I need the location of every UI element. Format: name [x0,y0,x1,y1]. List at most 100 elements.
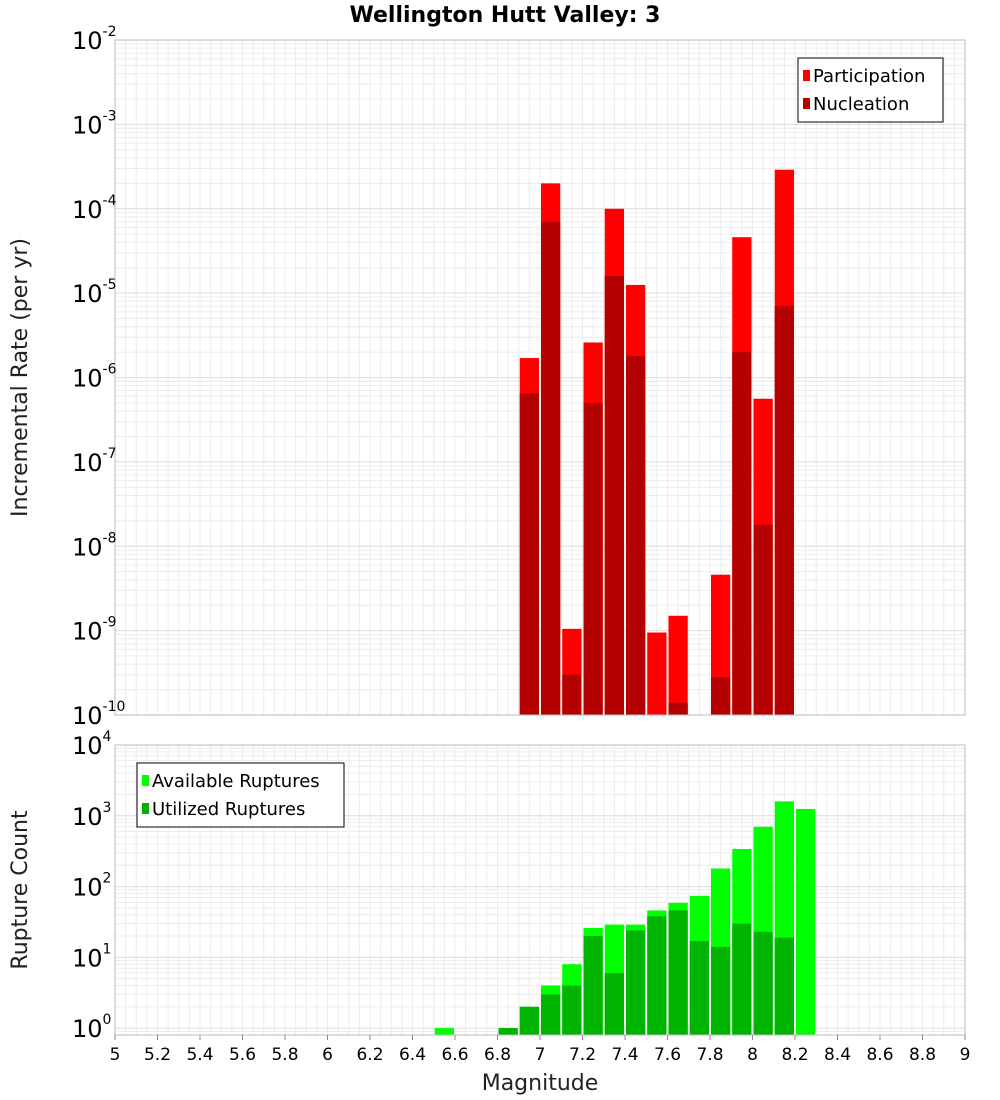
series-utilized-ruptures [498,910,794,1035]
y-tick-exponent: -7 [103,446,117,462]
x-tick-label: 5.4 [186,1045,213,1065]
x-tick-label: 6 [322,1045,333,1065]
bar [711,947,731,1035]
bar [604,973,624,1035]
y-tick-label: 10-3 [72,108,117,139]
y-axis-label: Incremental Rate (per yr) [8,238,33,517]
y-tick-label: 10-8 [72,530,117,561]
legend: Available Ruptures Utilized Ruptures [136,762,345,828]
legend-swatch [803,98,810,109]
y-axis-label: Rupture Count [8,810,33,970]
y-tick-exponent: 3 [103,800,112,816]
series-nucleation [519,221,794,715]
x-tick-label: 8.8 [909,1045,936,1065]
y-tick-label: 10-2 [72,24,117,55]
legend-box [136,762,345,828]
bar [774,306,794,715]
bar [732,352,752,715]
y-tick-label: 10-9 [72,615,117,646]
y-tick-label: 103 [72,800,111,831]
legend-swatch [142,803,149,814]
bar [753,524,773,715]
legend-entry: Nucleation [813,94,909,115]
x-tick-label: 6.2 [356,1045,383,1065]
y-tick-exponent: -8 [103,530,117,546]
y-tick-exponent: -4 [103,193,117,209]
y-tick-label: 100 [72,1012,111,1043]
bar [668,702,688,715]
rate-panel: 10-10 10-9 10-8 10-7 10-6 10-5 10-4 10-3 10-2 Inc… [8,24,966,730]
y-tick-exponent: 2 [103,871,112,887]
y-tick-label: 10-5 [72,277,117,308]
x-tick-label: 6.4 [399,1045,426,1065]
bar [647,632,667,715]
chart-title: Wellington Hutt Valley: 3 [350,3,661,28]
x-axis-label: Magnitude [482,1071,599,1096]
bar [562,985,582,1035]
x-tick-label: 7.8 [696,1045,723,1065]
legend: Participation Nucleation [797,57,944,123]
y-tick-exponent: 4 [103,729,112,745]
bar [519,393,539,715]
x-tick-label: 7 [535,1045,546,1065]
bar [774,937,794,1035]
y-tick-label: 10-10 [72,699,125,730]
y-tick-label: 10-6 [72,362,117,393]
bar [519,1006,539,1035]
bar [647,916,667,1035]
x-tick-label: 5 [110,1045,121,1065]
legend-swatch [803,70,810,81]
x-tick-label: 8.2 [781,1045,808,1065]
y-tick-exponent: -10 [103,699,126,715]
bar [668,615,688,715]
y-tick-label: 104 [72,729,112,760]
x-tick-label: 8.6 [866,1045,893,1065]
bar [732,923,752,1035]
magnitude-axis: 5 5.2 5.4 5.6 5.8 6 6.2 6.4 6.6 6.8 7 7.2 7.4 7.6 7.8 8… [110,1035,971,1065]
y-tick-exponent: -3 [103,108,117,124]
grid [114,40,966,716]
bar [626,355,646,715]
bar [668,910,688,1035]
x-tick-label: 7.2 [569,1045,596,1065]
y-tick-label: 10-4 [72,193,117,224]
bar [498,1028,518,1035]
bar [689,941,709,1035]
y-tick-exponent: 0 [103,1012,112,1028]
y-tick-label: 101 [72,941,111,972]
bar [541,221,561,715]
x-tick-label: 6.6 [441,1045,468,1065]
y-tick-label: 10-7 [72,446,117,477]
grid [114,745,966,1036]
legend-entry: Participation [813,66,925,87]
bar [583,936,603,1035]
bar [562,674,582,715]
legend-box [797,57,944,123]
x-tick-label: 7.4 [611,1045,638,1065]
plot-frame [114,39,966,716]
bar [541,994,561,1035]
y-tick-label: 102 [72,871,111,902]
y-tick-exponent: -6 [103,362,117,378]
bar [583,402,603,715]
bar [604,275,624,715]
x-tick-label: 7.6 [654,1045,681,1065]
bar [434,1028,454,1035]
x-tick-label: 5.8 [271,1045,298,1065]
bar [626,930,646,1035]
x-tick-label: 5.2 [144,1045,171,1065]
y-tick-exponent: -9 [103,615,117,631]
legend-swatch [142,775,149,786]
x-tick-label: 8 [747,1045,758,1065]
x-tick-label: 9 [960,1045,971,1065]
y-tick-exponent: 1 [103,941,112,957]
x-tick-label: 5.6 [229,1045,256,1065]
x-tick-label: 8.4 [824,1045,851,1065]
y-tick-exponent: -5 [103,277,117,293]
legend-entry: Utilized Ruptures [152,799,305,820]
legend-entry: Available Ruptures [152,771,320,792]
bar [711,677,731,715]
bar [796,808,816,1035]
